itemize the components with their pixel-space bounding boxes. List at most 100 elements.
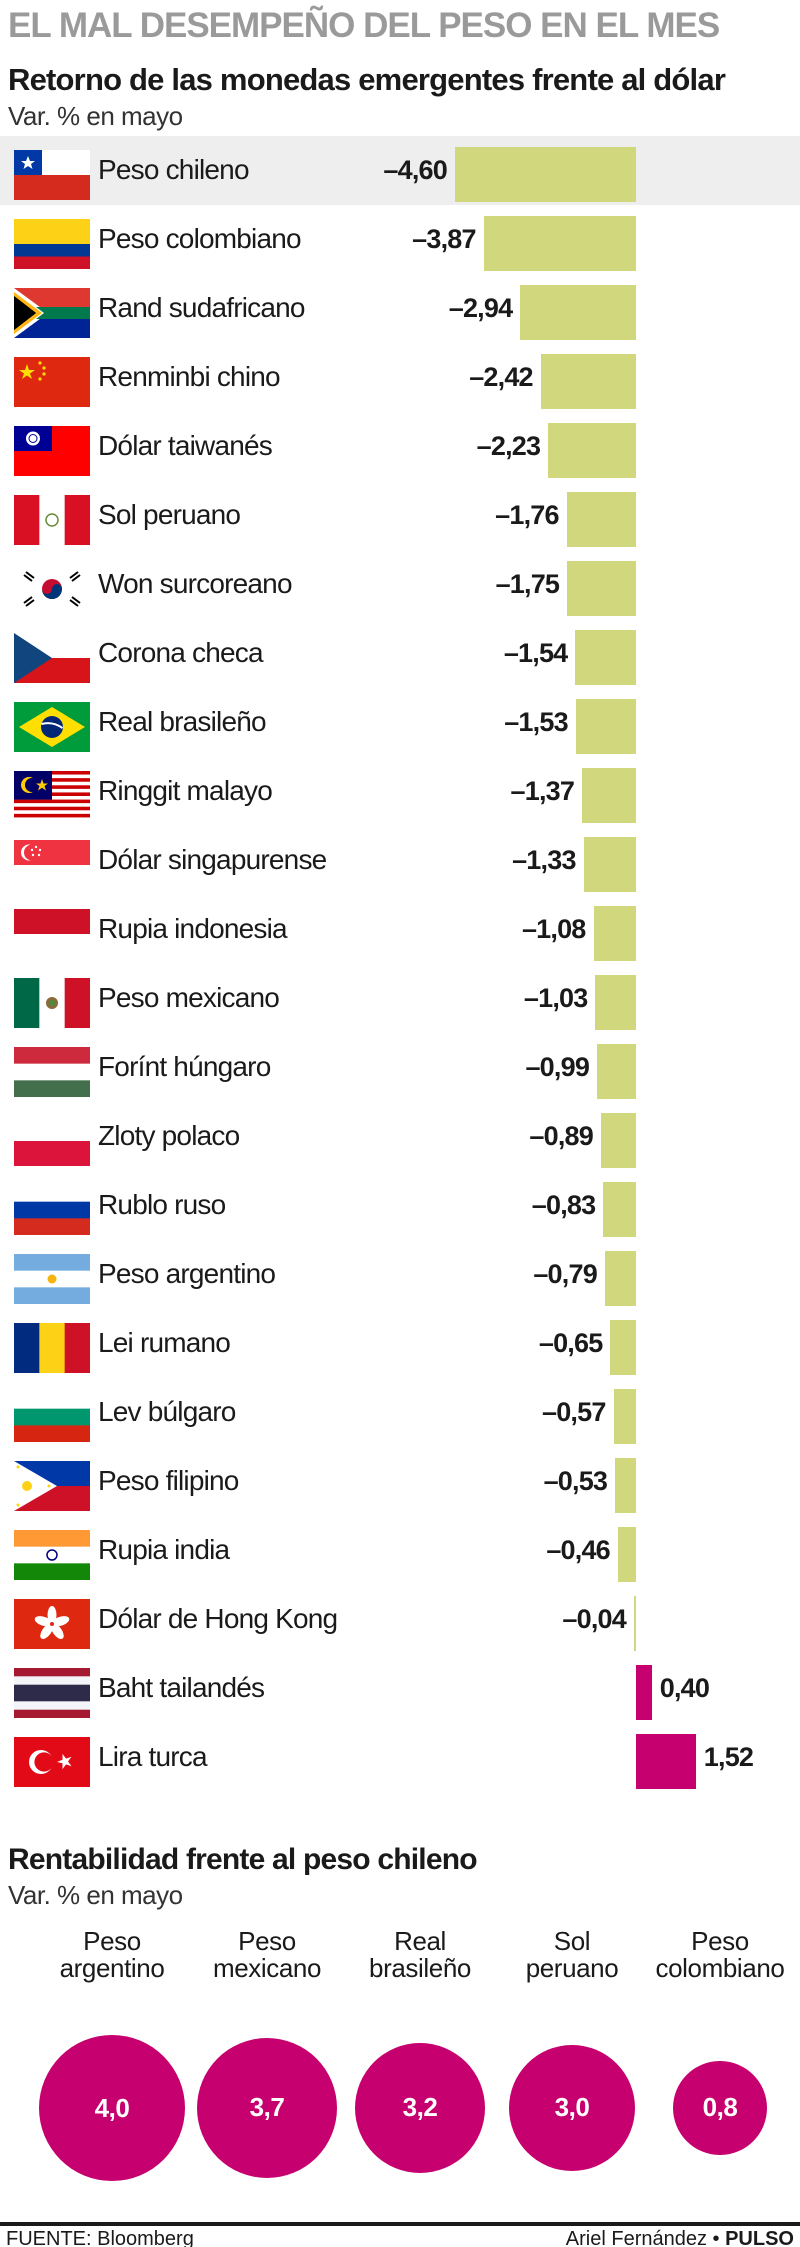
bubble-value: 4,0 (94, 2092, 130, 2123)
bar-row: Ringgit malayo –1,37 (0, 757, 800, 826)
outlet-name: PULSO (725, 2228, 794, 2247)
bubble-item: Peso argentino 4,0 (37, 1928, 187, 2218)
value-label: –2,23 (476, 431, 541, 461)
romania-flag-icon (14, 1323, 90, 1373)
bubble-label: Peso mexicano (192, 1928, 342, 1982)
value-label: –0,83 (531, 1190, 596, 1220)
value-label: –0,99 (525, 1052, 590, 1082)
bubble-label-line: colombiano (655, 1953, 785, 1983)
bar (566, 492, 636, 547)
value-label: –2,94 (448, 293, 513, 323)
value-label: –1,53 (504, 707, 568, 737)
bar (603, 1182, 636, 1237)
turkey-flag-icon (14, 1737, 90, 1787)
currency-label: Sol peruano (98, 499, 241, 530)
value-label: 1,52 (703, 1742, 754, 1772)
value-label: –0,46 (546, 1535, 610, 1565)
bubble-label-line: Real (394, 1926, 446, 1956)
bubble-label-line: Peso (691, 1926, 749, 1956)
value-label: –3,87 (412, 224, 476, 254)
bar (595, 975, 636, 1030)
bar-row: Dólar taiwanés –2,23 (0, 412, 800, 481)
bar-row: Baht tailandés 0,40 (0, 1654, 800, 1723)
currency-label: Peso colombiano (98, 223, 302, 254)
bar-row: Peso filipino –0,53 (0, 1447, 800, 1516)
bubble-label-line: peruano (525, 1953, 619, 1983)
bubble-item: Peso colombiano 0,8 (645, 1928, 795, 2218)
bar-row: Lira turca 1,52 (0, 1723, 800, 1792)
bubble: 4,0 (39, 2035, 185, 2181)
bubble-label-line: mexicano (212, 1953, 322, 1983)
bar (597, 1044, 636, 1099)
bubble-label: Peso colombiano (645, 1928, 795, 1982)
bubble-label-line: Peso (83, 1926, 141, 1956)
value-label: –0,04 (562, 1604, 626, 1634)
currency-bar-chart: Peso chileno –4,60 Peso colombiano –3,87 Ran… (0, 136, 800, 1796)
poland-flag-icon (14, 1116, 90, 1166)
currency-label: Dólar singapurense (98, 844, 327, 875)
bar (610, 1320, 636, 1375)
taiwan-flag-icon (14, 426, 90, 476)
peru-flag-icon (14, 495, 90, 545)
india-flag-icon (14, 1530, 90, 1580)
bubble-label-line: argentino (59, 1953, 165, 1983)
bubble: 0,8 (672, 2060, 768, 2156)
currency-label: Won surcoreano (98, 568, 293, 599)
value-label: –1,76 (495, 500, 559, 530)
bar-row: Dólar singapurense –1,33 (0, 826, 800, 895)
bubble-label-line: Peso (238, 1926, 296, 1956)
bar (604, 1251, 636, 1306)
bar (582, 768, 636, 823)
currency-label: Dólar taiwanés (98, 430, 273, 461)
argentina-flag-icon (14, 1254, 90, 1304)
currency-label: Peso argentino (98, 1258, 276, 1289)
currency-label: Lev búlgaro (98, 1396, 236, 1427)
bar-row: Rublo ruso –0,83 (0, 1171, 800, 1240)
bar (575, 699, 636, 754)
bubble-label: Peso argentino (37, 1928, 187, 1982)
bar (615, 1458, 636, 1513)
currency-label: Peso mexicano (98, 982, 280, 1013)
bar-row: Peso mexicano –1,03 (0, 964, 800, 1033)
section2-unit: Var. % en mayo (8, 1880, 183, 1910)
bubble-label: Sol peruano (497, 1928, 647, 1982)
value-label: –4,60 (383, 155, 447, 185)
value-label: –2,42 (469, 362, 533, 392)
currency-label: Lira turca (98, 1741, 208, 1772)
currency-label: Lei rumano (98, 1327, 231, 1358)
bar-row: Renminbi chino –2,42 (0, 343, 800, 412)
bubble: 3,2 (354, 2042, 486, 2174)
mexico-flag-icon (14, 978, 90, 1028)
currency-label: Peso chileno (98, 154, 250, 185)
bar-row: Peso colombiano –3,87 (0, 205, 800, 274)
bubble-value: 3,7 (249, 2092, 285, 2123)
chart-subtitle: Retorno de las monedas emergentes frente… (8, 62, 726, 97)
bar (583, 837, 636, 892)
south-korea-flag-icon (14, 564, 90, 614)
footer-rule (0, 2222, 800, 2226)
bar (634, 1596, 636, 1651)
russia-flag-icon (14, 1185, 90, 1235)
bubble-item: Real brasileño 3,2 (345, 1928, 495, 2218)
bubble-value: 0,8 (702, 2092, 738, 2123)
bubble-item: Sol peruano 3,0 (497, 1928, 647, 2218)
philippines-flag-icon (14, 1461, 90, 1511)
hong-kong-flag-icon (14, 1599, 90, 1649)
chile-flag-icon (14, 150, 90, 200)
bubble-value: 3,2 (402, 2092, 438, 2123)
bar-row: Peso chileno –4,60 (0, 136, 800, 205)
value-label: –1,08 (521, 914, 586, 944)
bar (567, 561, 636, 616)
bar (520, 285, 636, 340)
bar (617, 1527, 636, 1582)
bar (613, 1389, 636, 1444)
value-label: 0,40 (659, 1673, 710, 1703)
czech-flag-icon (14, 633, 90, 683)
currency-label: Baht tailandés (98, 1672, 265, 1703)
bar (548, 423, 636, 478)
currency-label: Forínt húngaro (98, 1051, 271, 1082)
china-flag-icon (14, 357, 90, 407)
currency-label: Real brasileño (98, 706, 267, 737)
currency-label: Rand sudafricano (98, 292, 305, 323)
bar (454, 147, 636, 202)
